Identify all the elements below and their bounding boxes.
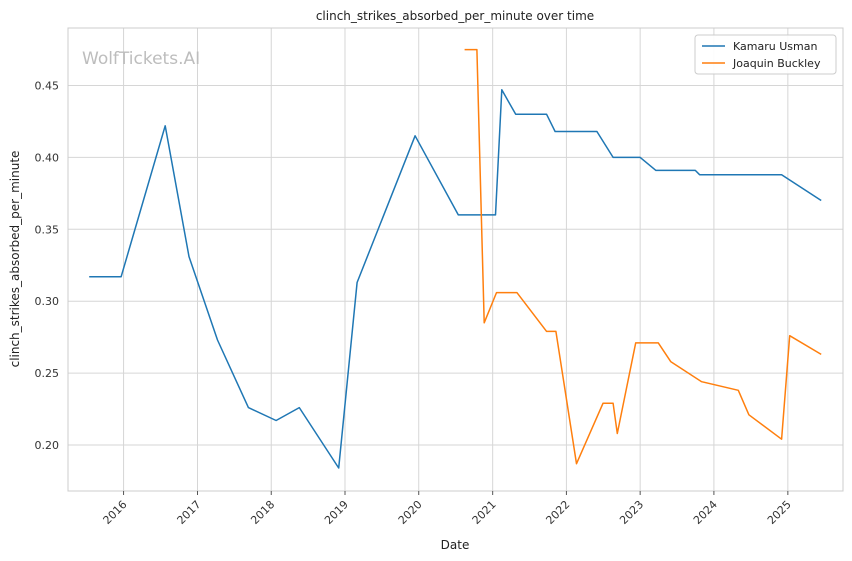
- legend-box: [694, 34, 837, 75]
- y-axis-ticks: 0.20 0.25 0.30 0.35 0.40 0.45: [35, 80, 60, 452]
- series-line-0: [89, 89, 822, 469]
- y-tick-label: 0.40: [35, 151, 60, 164]
- legend: Kamaru Usman Joaquin Buckley: [694, 34, 837, 75]
- y-tick-label: 0.35: [35, 223, 60, 236]
- series-line-1: [464, 48, 822, 465]
- series-layer: [89, 48, 822, 469]
- watermark: WolfTickets.AI: [82, 49, 200, 69]
- y-tick-label: 0.20: [35, 439, 60, 452]
- legend-label: Kamaru Usman: [733, 40, 817, 53]
- x-axis-label: Date: [441, 538, 470, 552]
- plot-frame: [67, 27, 844, 492]
- y-tick-label: 0.25: [35, 367, 60, 380]
- y-tick-label: 0.30: [35, 295, 60, 308]
- y-tick-label: 0.45: [35, 80, 60, 93]
- y-axis-label: clinch_strikes_absorbed_per_minute: [8, 151, 22, 368]
- grid-lines: [68, 28, 843, 491]
- chart-title: clinch_strikes_absorbed_per_minute over …: [316, 9, 594, 23]
- legend-label: Joaquin Buckley: [732, 57, 821, 70]
